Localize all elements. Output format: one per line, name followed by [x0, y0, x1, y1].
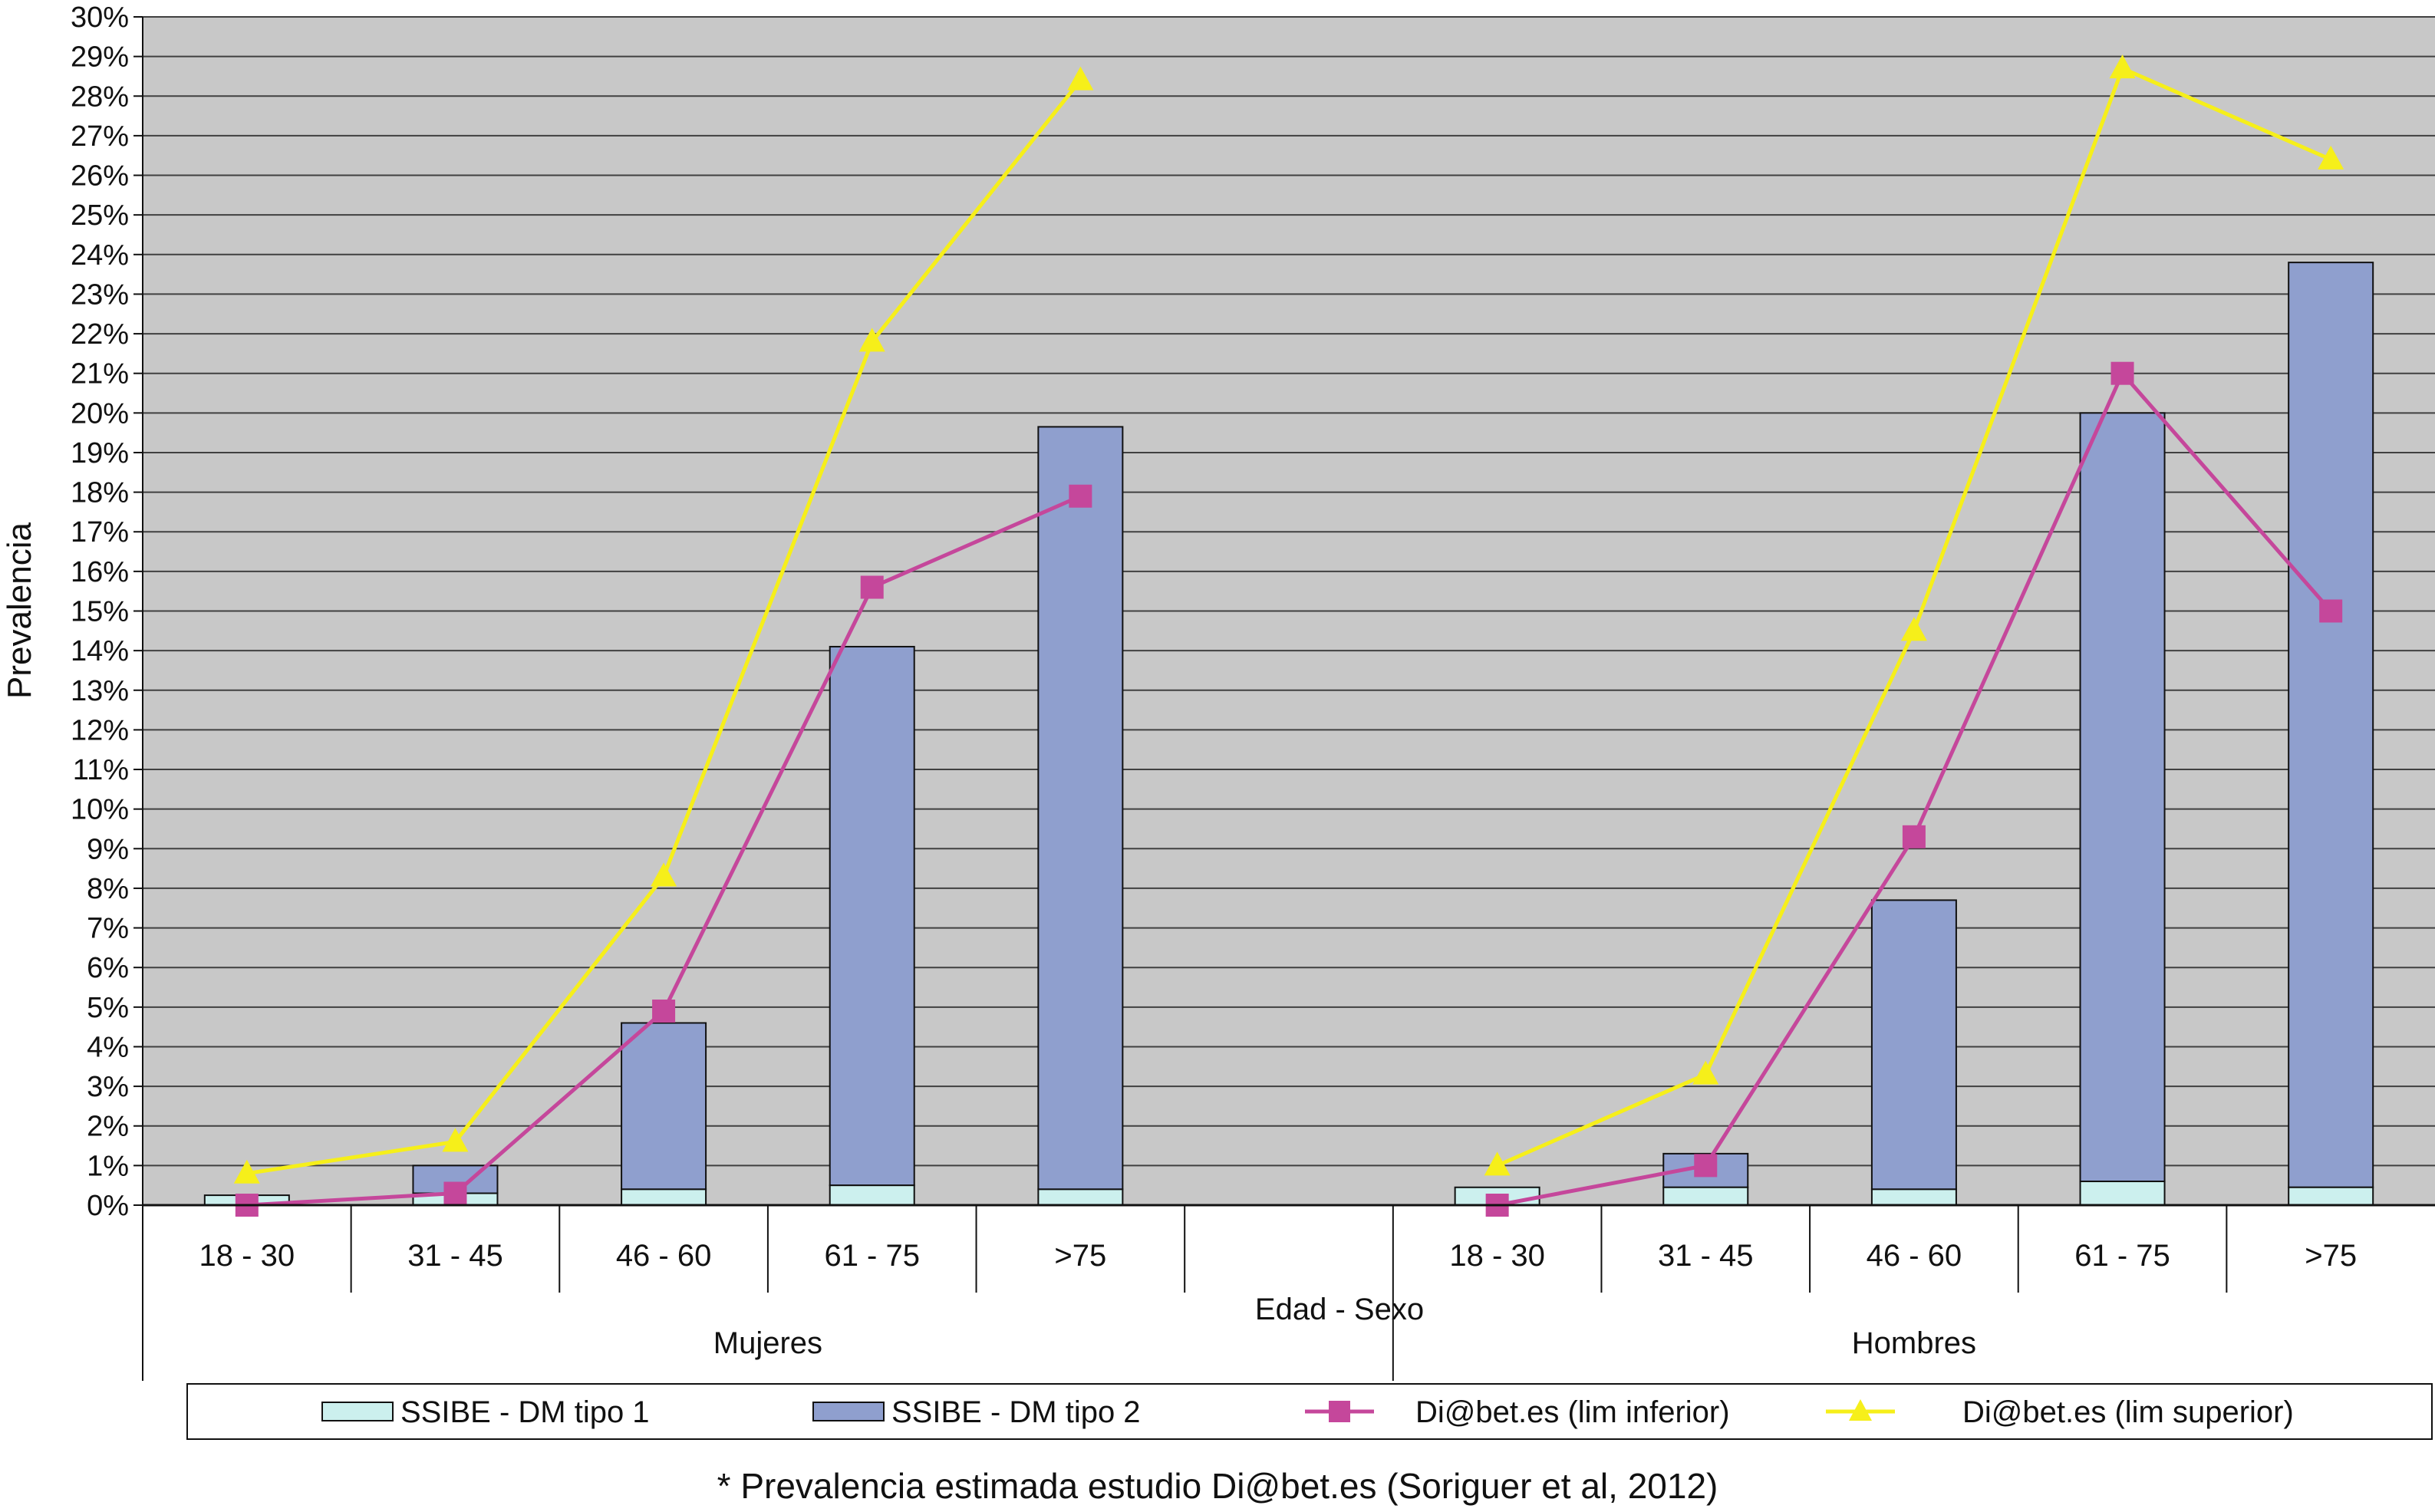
y-tick-label: 6% — [87, 952, 129, 984]
marker-triangle — [233, 1159, 260, 1184]
y-tick-label: 13% — [71, 675, 129, 707]
x-tick-label: 61 - 75 — [2074, 1239, 2170, 1273]
y-tick-label: 27% — [71, 120, 129, 153]
y-tick-label: 16% — [71, 556, 129, 588]
bar-dm-tipo-2 — [2288, 262, 2374, 1188]
marker-triangle — [1900, 617, 1927, 641]
y-tick-label: 9% — [87, 833, 129, 865]
bar-dm-tipo-1 — [2079, 1181, 2166, 1207]
bar-dm-tipo-1 — [621, 1188, 707, 1207]
marker-square — [1694, 1154, 1718, 1178]
y-tick-label: 1% — [87, 1150, 129, 1182]
marker-square — [1902, 825, 1926, 848]
marker-square — [2110, 361, 2134, 385]
x-axis-table: 18 - 30 31 - 45 46 - 60 61 - 75 >75 Mujeres 18… — [142, 1204, 2435, 1381]
footnote: * Prevalencia estimada estudio Di@bet.es… — [717, 1466, 1718, 1506]
y-tick-label: 23% — [71, 278, 129, 311]
bar-dm-tipo-1 — [1870, 1188, 1957, 1207]
y-tick-label: 4% — [87, 1031, 129, 1063]
legend-swatch — [812, 1402, 885, 1421]
marker-square — [2319, 599, 2343, 623]
y-tick-label: 5% — [87, 992, 129, 1024]
marker-triangle — [2318, 145, 2344, 170]
bar-dm-tipo-1 — [1037, 1188, 1124, 1207]
x-tick-label: 31 - 45 — [407, 1239, 503, 1273]
x-axis-label: Edad - Sexo — [1255, 1293, 1424, 1326]
y-tick-label: 21% — [71, 358, 129, 390]
y-axis-ticks: 0% 1% 2% 3% 4% 5% 6% 7% 8% 9% 10% 11% 12% 13% 14% 15% 16… — [71, 2, 143, 1222]
x-tick-label: 18 - 30 — [1449, 1239, 1545, 1273]
marker-triangle — [2109, 54, 2136, 79]
x-tick-label: 61 - 75 — [824, 1239, 920, 1273]
x-tick-label: >75 — [2305, 1239, 2357, 1273]
bar-dm-tipo-2 — [1870, 899, 1957, 1191]
marker-square — [652, 999, 676, 1023]
marker-square — [443, 1181, 467, 1205]
y-tick-label: 10% — [71, 794, 129, 826]
y-tick-label: 15% — [71, 596, 129, 628]
bar-dm-tipo-2 — [621, 1022, 707, 1191]
bar-dm-tipo-2 — [829, 645, 915, 1187]
marker-triangle — [651, 862, 677, 887]
legend-marker-square — [1329, 1401, 1350, 1422]
y-tick-label: 24% — [71, 239, 129, 272]
y-tick-label: 22% — [71, 318, 129, 351]
x-group-label: Mujeres — [713, 1326, 822, 1360]
y-tick-label: 19% — [71, 437, 129, 469]
legend: SSIBE - DM tipo 1 SSIBE - DM tipo 2 Di@bet… — [186, 1383, 2433, 1440]
x-group-label: Hombres — [1852, 1326, 1976, 1360]
x-tick-label: 46 - 60 — [1867, 1239, 1962, 1273]
y-tick-label: 20% — [71, 397, 129, 430]
x-tick-label: 46 - 60 — [616, 1239, 712, 1273]
x-tick-label: >75 — [1054, 1239, 1106, 1273]
marker-triangle — [1067, 66, 1094, 91]
legend-label: Di@bet.es (lim superior) — [1962, 1395, 2294, 1429]
marker-triangle — [858, 328, 885, 352]
y-tick-label: 12% — [71, 714, 129, 746]
y-tick-label: 25% — [71, 199, 129, 232]
y-tick-label: 2% — [87, 1111, 129, 1143]
marker-square — [860, 575, 884, 599]
y-tick-label: 30% — [71, 2, 129, 34]
y-tick-label: 3% — [87, 1071, 129, 1103]
y-tick-label: 0% — [87, 1190, 129, 1222]
gridlines — [143, 16, 2435, 1206]
y-tick-label: 26% — [71, 160, 129, 193]
bar-dm-tipo-1 — [829, 1184, 915, 1207]
y-tick-label: 8% — [87, 873, 129, 905]
legend-label: SSIBE - DM tipo 1 — [400, 1395, 650, 1429]
y-tick-label: 14% — [71, 635, 129, 667]
legend-swatch — [321, 1402, 394, 1421]
legend-marker-triangle — [1849, 1399, 1872, 1421]
bar-dm-tipo-2 — [2079, 412, 2166, 1183]
y-tick-label: 29% — [71, 41, 129, 74]
bar-dm-tipo-2 — [1037, 426, 1124, 1191]
y-tick-label: 17% — [71, 516, 129, 548]
marker-square — [1069, 484, 1092, 508]
legend-label: Di@bet.es (lim inferior) — [1415, 1395, 1730, 1429]
y-axis-label: Prevalencia — [1, 522, 38, 699]
marker-triangle — [1692, 1060, 1719, 1085]
bar-dm-tipo-1 — [1662, 1186, 1749, 1207]
y-tick-label: 18% — [71, 477, 129, 509]
y-tick-label: 28% — [71, 81, 129, 113]
bar-dm-tipo-1 — [2288, 1186, 2374, 1207]
bars — [203, 262, 2374, 1207]
marker-triangle — [1484, 1151, 1511, 1176]
y-tick-label: 7% — [87, 913, 129, 945]
marker-triangle — [442, 1128, 469, 1152]
x-tick-label: 18 - 30 — [199, 1239, 295, 1273]
x-tick-label: 31 - 45 — [1658, 1239, 1754, 1273]
legend-label: SSIBE - DM tipo 2 — [891, 1395, 1141, 1429]
y-tick-label: 11% — [73, 754, 129, 786]
